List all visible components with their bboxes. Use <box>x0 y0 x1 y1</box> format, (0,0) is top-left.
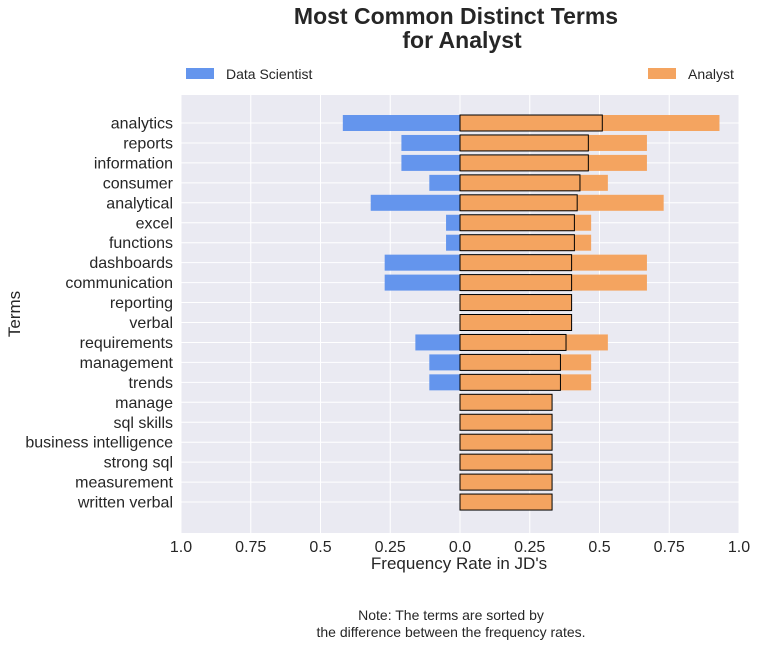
y-tick-label: communication <box>65 275 173 292</box>
y-tick-label: management <box>80 355 174 372</box>
y-tick-labels: analytics reports information consumer analy… <box>25 116 173 512</box>
bar-difference <box>459 254 573 272</box>
bar-data-scientist <box>429 174 460 191</box>
bar-data-scientist <box>401 154 460 171</box>
legend-label-analyst: Analyst <box>688 66 734 82</box>
bar-difference <box>459 393 553 411</box>
bar-data-scientist <box>429 374 460 391</box>
bar-data-scientist <box>384 274 460 291</box>
y-tick-label: dashboards <box>89 255 173 272</box>
x-tick-label: 0.0 <box>449 539 471 556</box>
y-tick-label: reports <box>123 135 173 152</box>
legend-label-data-scientist: Data Scientist <box>226 66 312 82</box>
bar-difference <box>459 134 589 152</box>
bar-data-scientist <box>446 214 460 231</box>
y-tick-label: functions <box>109 235 173 252</box>
bar-difference <box>459 433 553 451</box>
y-tick-label: excel <box>136 215 173 232</box>
bar-data-scientist <box>370 194 460 211</box>
bar-data-scientist <box>384 254 460 271</box>
y-axis-label: Terms <box>5 291 24 337</box>
y-tick-label: manage <box>115 395 173 412</box>
y-tick-label: analytical <box>106 195 173 212</box>
bar-difference <box>459 453 553 471</box>
bar-difference <box>459 294 573 312</box>
y-tick-label: information <box>94 155 173 172</box>
x-tick-label: 1.0 <box>728 539 750 556</box>
bar-difference <box>459 154 589 172</box>
x-tick-label: 0.25 <box>514 539 545 556</box>
bar-difference <box>459 274 573 292</box>
bars <box>342 114 720 511</box>
note-line-2: the difference between the frequency rat… <box>316 624 585 640</box>
chart-title-line-2: for Analyst <box>402 27 522 53</box>
bar-difference <box>459 473 553 491</box>
bar-difference <box>459 353 561 371</box>
x-tick-label: 0.5 <box>309 539 331 556</box>
note-line-1: Note: The terms are sorted by <box>358 607 544 623</box>
chart-title-line-1: Most Common Distinct Terms <box>294 3 618 29</box>
y-tick-label: written verbal <box>77 495 173 512</box>
bar-difference <box>459 214 575 232</box>
x-tick-label: 0.75 <box>235 539 266 556</box>
y-tick-label: reporting <box>110 295 173 312</box>
bar-data-scientist <box>401 134 460 151</box>
bar-data-scientist <box>446 234 460 251</box>
legend-swatch-analyst <box>648 68 676 79</box>
legend: Data Scientist Analyst <box>186 66 734 82</box>
y-tick-label: requirements <box>80 335 173 352</box>
y-tick-label: trends <box>129 375 173 392</box>
y-tick-label: consumer <box>103 175 174 192</box>
x-tick-label: 1.0 <box>170 539 192 556</box>
y-tick-label: strong sql <box>104 455 173 472</box>
x-axis-label: Frequency Rate in JD's <box>371 554 547 573</box>
x-tick-labels: 1.0 0.75 0.5 0.25 0.0 0.25 0.5 0.75 1.0 <box>170 539 750 556</box>
bar-data-scientist <box>415 334 460 351</box>
x-tick-label: 0.25 <box>375 539 406 556</box>
x-tick-label: 0.5 <box>588 539 610 556</box>
legend-swatch-data-scientist <box>186 68 214 79</box>
y-tick-label: analytics <box>111 116 173 133</box>
bar-difference <box>459 333 567 351</box>
y-tick-label: verbal <box>129 315 173 332</box>
bar-difference <box>459 493 553 511</box>
x-tick-label: 0.75 <box>654 539 685 556</box>
y-tick-label: measurement <box>75 475 173 492</box>
bar-difference <box>459 194 578 212</box>
bar-data-scientist <box>429 354 460 371</box>
y-tick-label: sql skills <box>113 415 173 432</box>
bar-difference <box>459 413 553 431</box>
bar-difference <box>459 314 573 331</box>
bar-difference <box>459 174 581 192</box>
bar-difference <box>459 114 603 132</box>
bar-data-scientist <box>342 115 460 131</box>
bar-difference <box>459 373 561 391</box>
bar-difference <box>459 234 575 252</box>
y-tick-label: business intelligence <box>25 435 173 452</box>
